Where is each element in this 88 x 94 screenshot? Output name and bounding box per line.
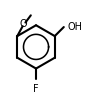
Text: O: O xyxy=(20,19,27,29)
Text: OH: OH xyxy=(67,22,82,32)
Text: F: F xyxy=(33,84,39,94)
